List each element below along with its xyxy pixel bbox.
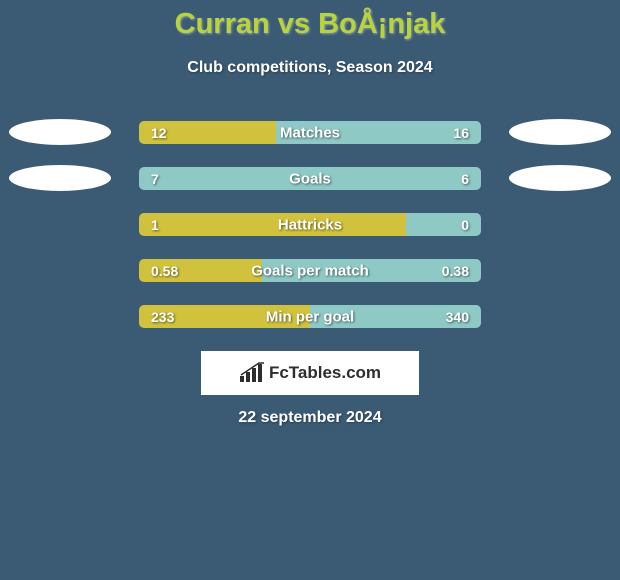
bar-chart-icon (239, 362, 265, 384)
bar-label: Hattricks (278, 216, 342, 233)
chart-row: 1 0 Hattricks (0, 213, 620, 236)
player-ellipse-left (9, 165, 111, 191)
player-ellipse-right (509, 119, 611, 145)
bar-value-left: 12 (151, 125, 167, 141)
bar-segment-left (139, 213, 406, 236)
player-ellipse-right (509, 165, 611, 191)
bar-track: 1 0 Hattricks (139, 213, 481, 236)
bar-value-right: 6 (461, 171, 469, 187)
bar-track: 12 16 Matches (139, 121, 481, 144)
bar-label: Goals per match (251, 262, 369, 279)
chart-row: 7 6 Goals (0, 167, 620, 190)
bar-value-right: 340 (446, 309, 469, 325)
bar-value-left: 7 (151, 171, 159, 187)
chart-row: 233 340 Min per goal (0, 305, 620, 328)
page-title: Curran vs BoÅ¡njak (0, 0, 620, 41)
bar-segment-right (406, 213, 481, 236)
page-subtitle: Club competitions, Season 2024 (0, 59, 620, 77)
bar-track: 0.58 0.38 Goals per match (139, 259, 481, 282)
date-label: 22 september 2024 (0, 409, 620, 427)
bar-value-right: 0 (461, 217, 469, 233)
comparison-chart: 12 16 Matches 7 6 Goals 1 0 Hattricks 0.58 0.38 Goa… (0, 121, 620, 328)
bar-value-left: 233 (151, 309, 174, 325)
bar-value-left: 1 (151, 217, 159, 233)
chart-row: 12 16 Matches (0, 121, 620, 144)
bar-label: Min per goal (266, 308, 354, 325)
player-ellipse-left (9, 119, 111, 145)
bar-value-right: 0.38 (442, 263, 469, 279)
logo-text: FcTables.com (269, 363, 381, 383)
bar-value-left: 0.58 (151, 263, 178, 279)
bar-track: 233 340 Min per goal (139, 305, 481, 328)
logo-box: FcTables.com (201, 351, 419, 395)
chart-row: 0.58 0.38 Goals per match (0, 259, 620, 282)
bar-label: Matches (280, 124, 340, 141)
bar-label: Goals (289, 170, 331, 187)
comparison-card: Curran vs BoÅ¡njak Club competitions, Se… (0, 0, 620, 580)
bar-value-right: 16 (453, 125, 469, 141)
bar-track: 7 6 Goals (139, 167, 481, 190)
